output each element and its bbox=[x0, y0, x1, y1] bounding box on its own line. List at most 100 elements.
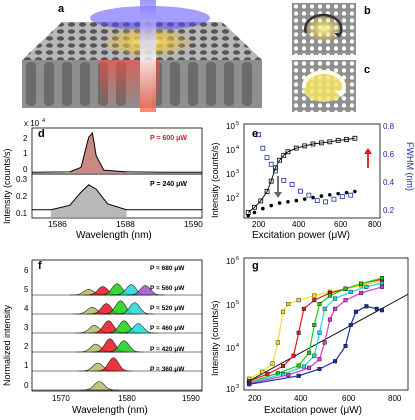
g-xtick: 200 bbox=[248, 394, 262, 403]
panel-f: Normalized intensity 6 5 4 3 2 1 0 1570 … bbox=[0, 254, 208, 416]
g-series-point bbox=[296, 330, 301, 335]
d-xtick: 1586 bbox=[48, 219, 67, 229]
f-ytick: 6 bbox=[24, 266, 29, 275]
g-xtick: 400 bbox=[294, 394, 308, 403]
g-series-point bbox=[260, 369, 265, 374]
e-fwhm-point bbox=[264, 155, 270, 160]
f-ytick: 1 bbox=[24, 361, 29, 370]
f-ylabel: Normalized intensity bbox=[2, 304, 12, 386]
e-background-point bbox=[336, 191, 340, 196]
e-frame bbox=[243, 123, 381, 219]
e-xtick: 600 bbox=[334, 220, 348, 229]
d-top-peak-fill bbox=[69, 132, 127, 173]
panel-c bbox=[292, 60, 356, 112]
e-background-point bbox=[246, 213, 250, 218]
g-series-point bbox=[286, 302, 291, 307]
g-series-line bbox=[249, 277, 383, 383]
d-scale-exp: 4 bbox=[42, 118, 45, 124]
panel-d: x 10 4 Intensity (counts/s) 2 1 0 0.3 0.… bbox=[0, 116, 208, 241]
e-fwhm-point bbox=[339, 194, 345, 199]
e-intensity-point bbox=[344, 137, 349, 142]
g-series-point bbox=[333, 359, 338, 364]
g-ytick: 10 bbox=[226, 257, 235, 266]
g-series-point bbox=[364, 304, 369, 309]
panel-label-c: c bbox=[364, 64, 371, 76]
e-intensity-point bbox=[319, 140, 324, 146]
e-fwhm-point bbox=[272, 168, 278, 174]
panel-label-f: f bbox=[38, 260, 42, 272]
e-ytick-left: 10 bbox=[226, 170, 235, 179]
e-background-point bbox=[344, 190, 349, 195]
g-series-point bbox=[348, 323, 353, 328]
e-intensity-point bbox=[268, 178, 274, 184]
e-intensity-point bbox=[258, 198, 264, 204]
e-background-point bbox=[319, 194, 324, 198]
g-series-point bbox=[317, 367, 322, 372]
g-xtick: 800 bbox=[388, 394, 402, 403]
g-series-point bbox=[333, 296, 338, 301]
g-series-point bbox=[286, 372, 291, 377]
e-ytick-left-exp: 3 bbox=[236, 169, 239, 175]
e-background-point bbox=[311, 195, 315, 200]
g-series-point bbox=[343, 343, 348, 348]
g-xtick: 600 bbox=[342, 394, 356, 403]
g-ytick: 10 bbox=[226, 301, 235, 310]
e-fwhm-point bbox=[348, 192, 354, 198]
g-xlabel: Excitation power (μW) bbox=[264, 405, 362, 415]
g-series-point bbox=[343, 286, 348, 291]
f-mode-peak bbox=[126, 285, 165, 296]
e-fit-curve bbox=[247, 137, 355, 213]
e-background-point bbox=[277, 201, 282, 205]
e-background-point bbox=[269, 203, 273, 208]
g-series-point bbox=[317, 330, 322, 335]
panel-g: Intensity (counts/s) 10 6 10 5 10 4 10 3… bbox=[208, 254, 415, 416]
g-series-point bbox=[379, 284, 384, 289]
g-series-point bbox=[327, 317, 332, 322]
g-series-point bbox=[247, 382, 252, 387]
g-series-point bbox=[353, 309, 358, 314]
g-series-point bbox=[374, 306, 379, 311]
g-series-point bbox=[296, 373, 301, 378]
g-series-point bbox=[379, 281, 384, 286]
d-bottom-spectrum bbox=[32, 184, 202, 211]
g-series-point bbox=[296, 363, 301, 368]
g-series-point bbox=[270, 361, 275, 366]
e-fwhm-point bbox=[289, 182, 295, 187]
g-series-point bbox=[322, 306, 327, 311]
e-fwhm-point bbox=[281, 178, 287, 183]
e-intensity-point bbox=[272, 165, 278, 171]
g-series-point bbox=[327, 293, 332, 298]
e-intensity-point bbox=[281, 152, 287, 158]
g-series-point bbox=[281, 309, 286, 314]
f-mode-peak bbox=[119, 323, 158, 334]
g-series-point bbox=[312, 298, 317, 303]
g-series-point bbox=[307, 365, 312, 370]
f-power-label: P = 680 μW bbox=[150, 265, 185, 272]
f-mode-peak bbox=[94, 357, 133, 372]
e-ytick-left: 10 bbox=[226, 122, 235, 131]
g-series-line bbox=[249, 282, 383, 384]
panel-label-b: b bbox=[364, 5, 371, 17]
normalized-spectra-chart-f: Normalized intensity 6 5 4 3 2 1 0 1570 … bbox=[2, 259, 203, 416]
e-intensity-point bbox=[302, 143, 308, 149]
f-power-label: P = 520 μW bbox=[150, 305, 185, 312]
g-series-point bbox=[307, 350, 312, 355]
e-xlabel: Excitation power (μW) bbox=[252, 230, 350, 240]
e-background-point bbox=[327, 193, 332, 197]
g-series-point bbox=[291, 353, 296, 358]
g-series-point bbox=[359, 281, 364, 286]
e-fwhm-point bbox=[323, 199, 328, 205]
e-background-point bbox=[353, 189, 357, 194]
power-dependence-chart-g: Intensity (counts/s) 10 6 10 5 10 4 10 3… bbox=[210, 256, 409, 416]
g-series-point bbox=[301, 364, 306, 369]
f-power-label: P = 560 μW bbox=[150, 285, 185, 292]
g-frame bbox=[243, 257, 409, 391]
g-series-point bbox=[364, 284, 369, 289]
e-background-point bbox=[294, 198, 299, 203]
e-ytick-left-exp: 5 bbox=[236, 121, 239, 127]
e-ytick-left: 10 bbox=[226, 146, 235, 155]
g-ytick: 10 bbox=[226, 385, 235, 394]
e-fwhm-point bbox=[268, 161, 274, 167]
e-fwhm-point bbox=[256, 132, 262, 138]
e-intensity-point bbox=[285, 149, 291, 155]
